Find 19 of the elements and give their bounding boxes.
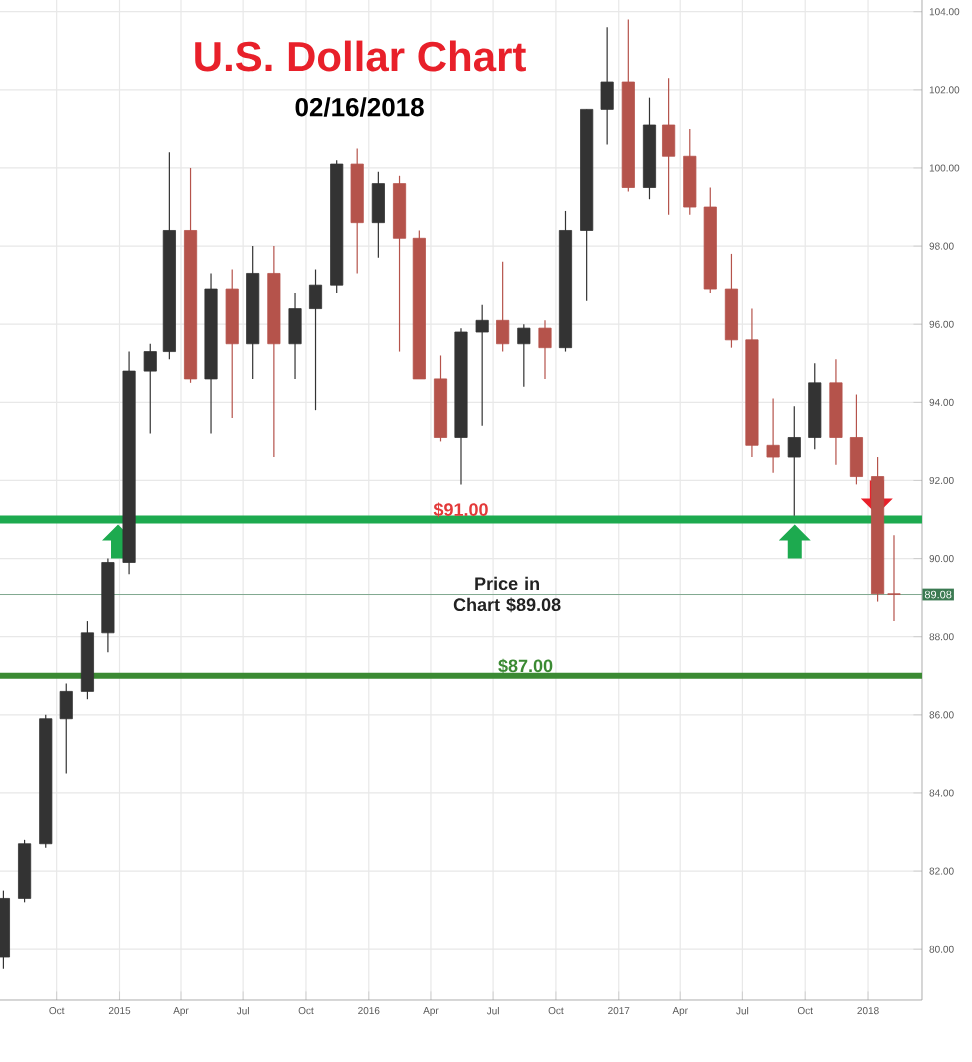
candlestick [59, 682, 73, 775]
candlestick [517, 323, 531, 388]
candlestick [475, 304, 489, 427]
candlestick [371, 171, 385, 259]
candlestick [538, 319, 552, 380]
text: 02/16/2018 [295, 97, 424, 117]
candlestick [787, 405, 801, 517]
candlestick [288, 292, 302, 380]
candlestick [143, 343, 157, 435]
ref-line-label: $87.00 [498, 658, 553, 674]
candlestick [496, 261, 510, 353]
candlestick [308, 268, 323, 411]
text: U.S. Dollar Chart [195, 40, 526, 72]
candlestick [662, 77, 676, 216]
candlestick [849, 393, 863, 485]
candlestick [600, 26, 614, 146]
ref-line-label: Price in Chart $89.08 [453, 576, 561, 613]
candlestick [766, 397, 780, 474]
ref-line-label: $91.00 [433, 502, 488, 518]
